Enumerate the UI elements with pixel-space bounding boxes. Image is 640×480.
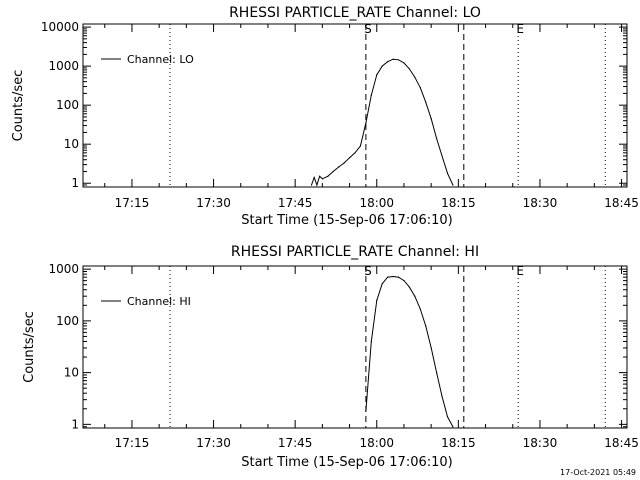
panel-1-series-point bbox=[316, 184, 318, 186]
panel-1-series-point bbox=[354, 152, 356, 154]
panel-1-series-line-1 bbox=[311, 58, 454, 187]
panel-2-y-tick-label: 1 bbox=[71, 417, 79, 431]
panel-2-y-tick-label: 10 bbox=[64, 366, 79, 380]
panel-2-series-point bbox=[365, 410, 367, 412]
panel-2-series-point bbox=[419, 308, 421, 310]
panel-1-series-point bbox=[419, 87, 421, 89]
panel-2-x-tick-label: 17:45 bbox=[278, 436, 313, 450]
panel-1-series-point bbox=[313, 176, 315, 179]
panel-1-marker-label-s: S bbox=[364, 22, 372, 36]
panel-2-series-point bbox=[430, 347, 432, 349]
panel-1-series-point bbox=[446, 172, 449, 174]
panel-1-x-axis-label: Start Time (15-Sep-06 17:06:10) bbox=[241, 213, 452, 228]
panel-1-series-point bbox=[376, 74, 378, 76]
panel-1-legend-entry: Channel: LO bbox=[127, 53, 194, 66]
panel-1-series-point bbox=[387, 61, 389, 63]
panel-1-series-point bbox=[430, 118, 432, 120]
panel-2-series-point bbox=[376, 299, 378, 301]
panel-1-y-tick-label: 100 bbox=[56, 98, 79, 112]
panel-2-legend-entry: Channel: HI bbox=[127, 295, 191, 308]
panel-1-series-point bbox=[321, 178, 323, 180]
panel-1-x-tick-label: 17:15 bbox=[115, 196, 150, 210]
panel-1-series-point bbox=[408, 68, 410, 70]
panel-2-x-axis-label: Start Time (15-Sep-06 17:06:10) bbox=[241, 455, 452, 470]
panel-1-series-point bbox=[452, 184, 454, 186]
panel-2-series-line-1 bbox=[365, 275, 454, 427]
panel-2-series-point bbox=[436, 372, 438, 374]
panel-1-x-tick-label: 17:45 bbox=[278, 196, 313, 210]
panel-2-series-point bbox=[441, 395, 443, 397]
panel-2-x-tick-label: 17:15 bbox=[115, 436, 150, 450]
panel-1-series-point bbox=[338, 166, 340, 168]
panel-2-series-point bbox=[370, 340, 372, 343]
panel-1-x-tick-label: 17:30 bbox=[196, 196, 231, 210]
panel-1-y-axis-label: Counts/sec bbox=[11, 70, 26, 142]
panel-1-series-point bbox=[370, 94, 372, 96]
panel-2-series-point bbox=[446, 416, 449, 418]
panel-2-series-point bbox=[387, 276, 389, 278]
panel-1-series-point bbox=[327, 175, 329, 177]
panel-2-series-point bbox=[414, 295, 416, 297]
panel-1-series-point bbox=[332, 170, 334, 173]
panel-1-plot-frame bbox=[82, 23, 628, 188]
panel-2-series-point bbox=[425, 325, 427, 327]
panel-1-series-point bbox=[365, 122, 367, 124]
panel-1-series-point bbox=[310, 184, 313, 186]
panel-1-series-point bbox=[403, 62, 405, 64]
panel-1-y-tick-label: 10000 bbox=[41, 20, 79, 34]
panel-2-y-tick-label: 100 bbox=[56, 314, 79, 328]
panel-2-marker-label-s: S bbox=[364, 264, 372, 278]
panel-1-series-point bbox=[436, 137, 438, 140]
panel-1-series-point bbox=[441, 155, 443, 157]
panel-1-series-point bbox=[381, 65, 383, 67]
panel-1-x-tick-label: 18:15 bbox=[441, 196, 476, 210]
panel-1-title: RHESSI PARTICLE_RATE Channel: LO bbox=[229, 5, 481, 21]
panel-2-x-tick-label: 18:15 bbox=[441, 436, 476, 450]
panel-1-series-point bbox=[343, 162, 345, 164]
plot-timestamp: 17-Oct-2021 05:49 bbox=[560, 468, 636, 477]
panel-1-series-point bbox=[348, 157, 351, 159]
panel-1-x-tick-label: 18:00 bbox=[359, 196, 394, 210]
panel-2-series-point bbox=[381, 283, 383, 285]
panel-2-x-tick-label: 18:30 bbox=[523, 436, 558, 450]
panel-2-y-tick-label: 1000 bbox=[48, 262, 79, 276]
panel-1-series-point bbox=[425, 101, 427, 103]
panel-2-x-tick-label: 18:00 bbox=[359, 436, 394, 450]
panel-1-series-point bbox=[392, 58, 394, 60]
panel-2-series-point bbox=[452, 426, 454, 428]
panel-2-series-point bbox=[408, 286, 410, 288]
panel-2-y-axis-label: Counts/sec bbox=[22, 311, 37, 383]
panel-2-series-point bbox=[403, 280, 405, 282]
panel-1-x-tick-label: 18:30 bbox=[523, 196, 558, 210]
panel-2-x-tick-label: 17:30 bbox=[196, 436, 231, 450]
panel-2-series-point bbox=[397, 276, 400, 278]
panel-2-series-point bbox=[392, 275, 394, 278]
panel-2-title: RHESSI PARTICLE_RATE Channel: HI bbox=[231, 244, 479, 260]
panel-1-marker-label-e: E bbox=[516, 22, 524, 36]
panel-1-y-tick-label: 1 bbox=[71, 176, 79, 190]
panel-1-x-tick-label: 18:45 bbox=[604, 196, 639, 210]
panel-1-y-tick-label: 1000 bbox=[48, 59, 79, 73]
panel-1-series-point bbox=[414, 76, 416, 78]
panel-2-plot-frame bbox=[82, 265, 628, 429]
panel-2-x-tick-label: 18:45 bbox=[604, 436, 639, 450]
panel-2-marker-label-e: E bbox=[516, 264, 524, 278]
panel-1-y-tick-label: 10 bbox=[64, 137, 79, 151]
panel-1-series-point bbox=[397, 59, 400, 61]
panel-1-series-point bbox=[359, 145, 362, 147]
panel-1-series-point bbox=[319, 175, 321, 177]
